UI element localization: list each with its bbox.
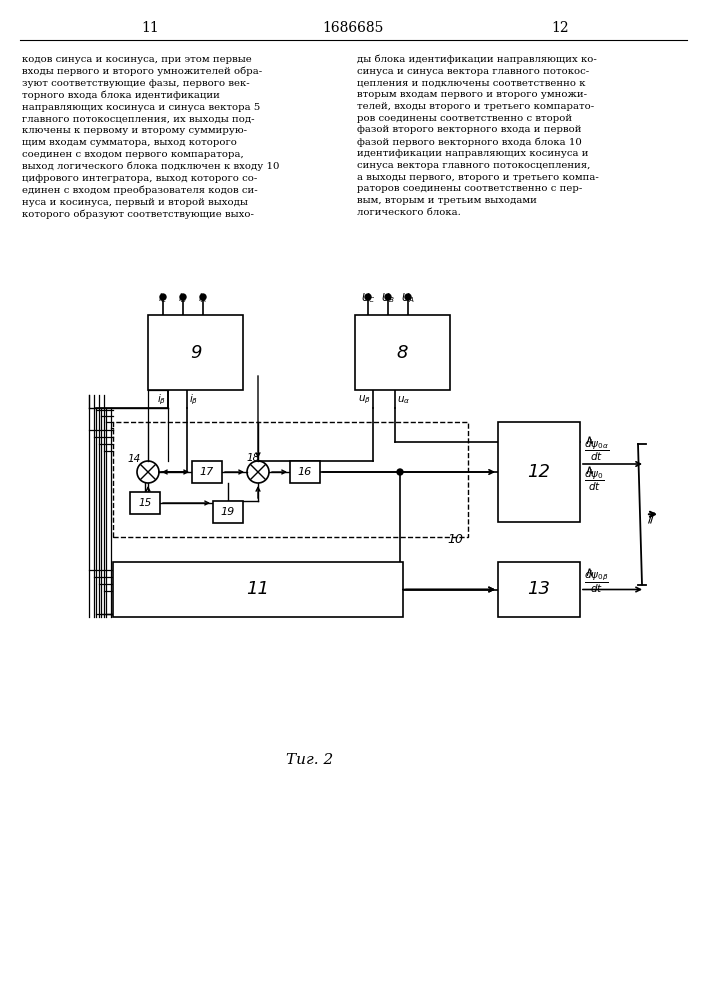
Text: 8: 8 [397,344,408,361]
Text: 15: 15 [139,498,151,508]
Text: $\dfrac{d\psi_{0\alpha}}{dt}$: $\dfrac{d\psi_{0\alpha}}{dt}$ [584,437,609,463]
Text: Τиг. 2: Τиг. 2 [286,753,334,767]
Text: 17: 17 [200,467,214,477]
Text: $i_B$: $i_B$ [178,291,187,305]
Text: кодов синуса и косинуса, при этом первые
входы первого и второго умножителей обр: кодов синуса и косинуса, при этом первые… [22,55,279,219]
Text: 9: 9 [189,344,201,361]
Text: ды блока идентификации направляющих ко-
синуса и синуса вектора главного потокос: ды блока идентификации направляющих ко- … [357,55,599,217]
Text: 12: 12 [551,21,569,35]
Circle shape [385,294,391,300]
Text: $U_A$: $U_A$ [401,291,415,305]
Text: $u_\alpha$: $u_\alpha$ [397,394,410,406]
Text: $U_C$: $U_C$ [361,291,375,305]
Bar [213,501,243,523]
Circle shape [397,469,403,475]
Text: 10: 10 [447,533,463,546]
Text: $\wedge$: $\wedge$ [584,434,594,446]
Text: 16: 16 [298,467,312,477]
Text: $\dfrac{d\psi_0}{dt}$: $\dfrac{d\psi_0}{dt}$ [584,467,604,493]
Text: 1686685: 1686685 [322,21,384,35]
Circle shape [200,294,206,300]
Bar [498,562,580,617]
Bar [498,422,580,522]
Text: 19: 19 [221,507,235,517]
Bar [355,315,450,390]
Text: 14: 14 [127,454,141,464]
Text: $\wedge$: $\wedge$ [584,464,594,477]
Circle shape [180,294,186,300]
Text: 18: 18 [246,453,259,463]
Text: $\dfrac{d\psi_{0\beta}}{dt}$: $\dfrac{d\psi_{0\beta}}{dt}$ [584,569,609,595]
Bar [192,461,222,483]
Text: 11: 11 [247,580,269,598]
Text: $i_A$: $i_A$ [199,291,208,305]
Text: $U_B$: $U_B$ [381,291,395,305]
Text: 11: 11 [141,21,159,35]
Text: $i_\beta$: $i_\beta$ [157,393,166,407]
Text: $i_C$: $i_C$ [158,291,168,305]
Bar [130,492,160,514]
Text: 12: 12 [527,463,551,481]
Text: $u_\beta$: $u_\beta$ [358,394,371,406]
Bar [148,315,243,390]
Bar [113,562,403,617]
Circle shape [160,294,166,300]
Text: $i_\beta$: $i_\beta$ [189,393,198,407]
Text: 13: 13 [527,580,551,598]
Text: $/\!/$: $/\!/$ [648,510,657,525]
Circle shape [365,294,371,300]
Bar [290,461,320,483]
Circle shape [405,294,411,300]
Bar [113,422,468,537]
Text: $\wedge$: $\wedge$ [584,566,594,578]
